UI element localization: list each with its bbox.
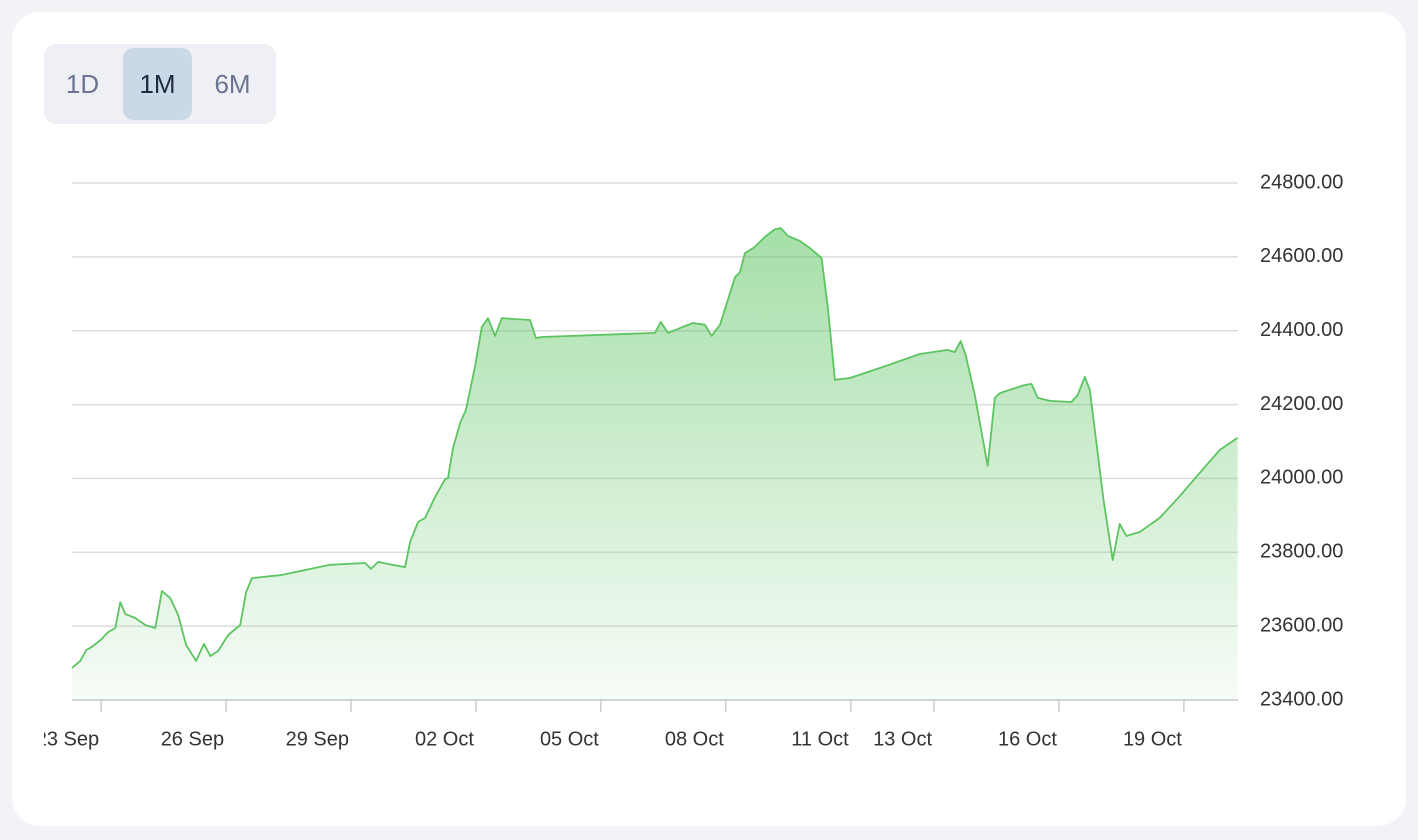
- line: [71, 227, 1239, 669]
- y-tick-label: 24000.00: [1260, 467, 1343, 489]
- y-tick-label: 24800.00: [1260, 171, 1343, 193]
- x-tick-label: 02 Oct: [415, 728, 474, 750]
- x-tick-label: 16 Oct: [998, 728, 1057, 750]
- y-tick-label: 23400.00: [1260, 688, 1343, 710]
- x-tick-label: 29 Sep: [286, 728, 349, 750]
- range-tabs: 1D 1M 6M: [44, 44, 276, 124]
- range-tab[interactable]: 1D: [65, 68, 100, 99]
- x-tick-label: 11 Oct: [791, 728, 849, 750]
- x-tick-label: 23 Sep: [36, 728, 99, 750]
- range-tab[interactable]: 1M: [123, 48, 192, 120]
- x-tick-label: 13 Oct: [873, 728, 932, 750]
- y-tick-label: 24400.00: [1260, 319, 1343, 341]
- y-tick-label: 24200.00: [1260, 393, 1343, 415]
- range-tab[interactable]: 6M: [214, 68, 251, 99]
- x-tick-label: 08 Oct: [665, 728, 724, 750]
- y-tick-label: 23600.00: [1260, 614, 1343, 636]
- y-tick-label: 24600.00: [1260, 245, 1343, 267]
- area: [72, 228, 1238, 700]
- x-tick-label: 19 Oct: [1123, 728, 1182, 750]
- plot: 23400.00 23600.00 23800.00 24000.00 24200.00…: [36, 171, 1343, 750]
- x-tick-label: 05 Oct: [540, 728, 599, 750]
- x-tick-label: 26 Sep: [161, 728, 224, 750]
- y-tick-label: 23800.00: [1260, 541, 1343, 563]
